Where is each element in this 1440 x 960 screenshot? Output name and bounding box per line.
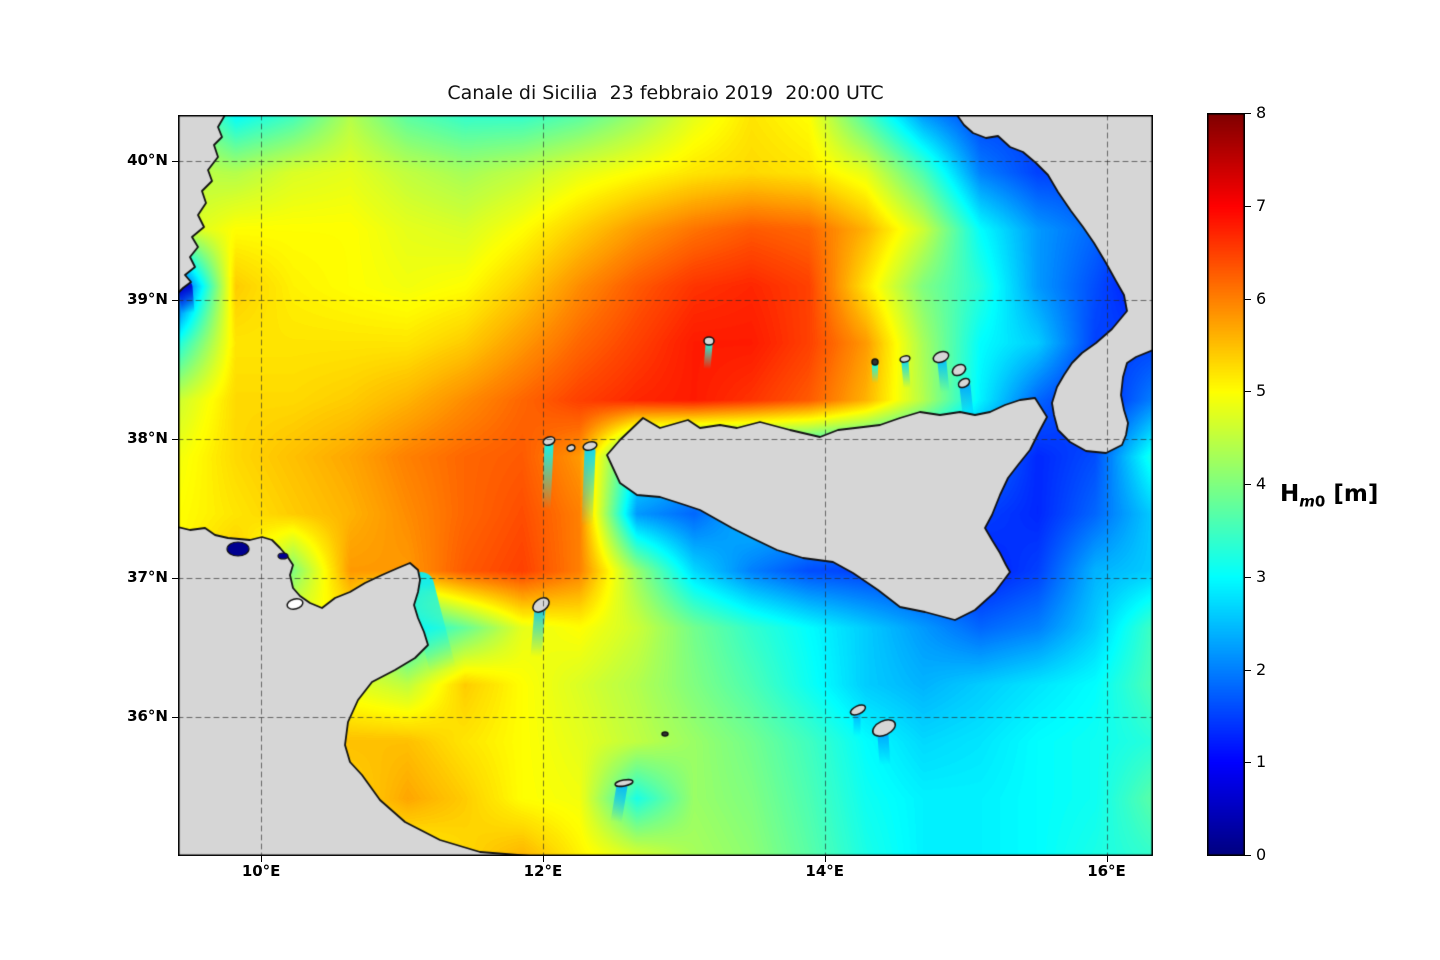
tick-mark: [172, 717, 178, 718]
tick-mark: [825, 856, 826, 862]
x-tick-label: 10°E: [241, 862, 281, 880]
colorbar-gradient-canvas: [1207, 113, 1245, 856]
x-tick-label: 14°E: [805, 862, 845, 880]
tick-mark: [1245, 762, 1251, 763]
colorbar-tick-label: 1: [1256, 752, 1267, 772]
tick-mark: [1245, 484, 1251, 485]
colorbar-tick-label: 6: [1256, 288, 1267, 308]
tick-mark: [1245, 670, 1251, 671]
x-tick-label: 16°E: [1087, 862, 1126, 880]
x-tick-label: 12°E: [523, 862, 563, 880]
wave-height-heatmap-canvas: [178, 115, 1153, 856]
tick-mark: [1245, 391, 1251, 392]
y-tick-label: 38°N: [127, 428, 168, 447]
tick-mark: [172, 578, 178, 579]
colorbar-tick-label: 0: [1256, 845, 1267, 864]
tick-mark: [261, 856, 262, 862]
colorbar-tick-label: 2: [1256, 659, 1267, 679]
y-tick-label: 40°N: [127, 150, 168, 169]
map-plot-area: [178, 115, 1153, 856]
tick-mark: [1107, 856, 1108, 862]
y-tick-label: 37°N: [127, 567, 168, 586]
colorbar-tick-label: 4: [1256, 474, 1267, 493]
tick-mark: [1245, 299, 1251, 300]
colorbar-label-symbol: H: [1280, 481, 1300, 507]
colorbar-tick-label: 5: [1256, 381, 1267, 401]
colorbar-label-unit: [m]: [1325, 481, 1379, 507]
tick-mark: [172, 439, 178, 440]
colorbar-tick-label: 7: [1256, 195, 1267, 215]
colorbar-label-sub-m: m: [1299, 492, 1315, 511]
y-tick-label: 39°N: [127, 289, 168, 308]
y-tick-label: 36°N: [127, 706, 168, 725]
colorbar-tick-label: 8: [1256, 103, 1267, 122]
colorbar-label-sub-0: 0: [1314, 492, 1326, 511]
plot-title: Canale di Sicilia 23 febbraio 2019 20:00…: [447, 82, 884, 104]
tick-mark: [1245, 577, 1251, 578]
tick-mark: [1245, 113, 1251, 114]
tick-mark: [172, 300, 178, 301]
tick-mark: [543, 856, 544, 862]
colorbar-tick-label: 3: [1256, 566, 1267, 586]
tick-mark: [172, 161, 178, 162]
colorbar-label: Hm0 [m]: [1280, 481, 1378, 511]
tick-mark: [1245, 855, 1251, 856]
tick-mark: [1245, 206, 1251, 207]
